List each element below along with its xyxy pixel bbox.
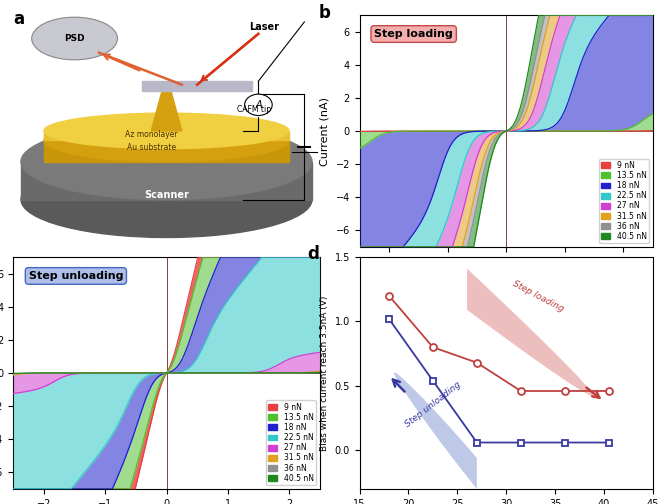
Ellipse shape (44, 119, 289, 162)
Ellipse shape (244, 94, 272, 115)
Text: d: d (307, 245, 319, 264)
Polygon shape (21, 162, 312, 200)
Text: CAFM tip: CAFM tip (237, 105, 271, 114)
Polygon shape (151, 86, 182, 131)
Legend: 9 nN, 13.5 nN, 18 nN, 22.5 nN, 27 nN, 31.5 nN, 36 nN, 40.5 nN: 9 nN, 13.5 nN, 18 nN, 22.5 nN, 27 nN, 31… (599, 159, 649, 243)
Text: Step unloading: Step unloading (404, 380, 463, 429)
Y-axis label: Current (nA): Current (nA) (320, 97, 330, 165)
Text: a: a (13, 10, 25, 28)
Ellipse shape (21, 124, 312, 200)
Polygon shape (142, 81, 252, 91)
Ellipse shape (21, 162, 312, 237)
Ellipse shape (44, 113, 289, 149)
Text: Az monolayer: Az monolayer (125, 130, 178, 139)
Text: PSD: PSD (65, 34, 85, 43)
Text: Step loading: Step loading (374, 29, 453, 39)
Y-axis label: Bias when current reach 3.5nA (V): Bias when current reach 3.5nA (V) (320, 295, 329, 451)
Polygon shape (467, 269, 594, 396)
Text: A: A (255, 100, 262, 110)
Text: Laser: Laser (250, 22, 280, 32)
Polygon shape (394, 372, 477, 489)
Ellipse shape (32, 17, 117, 60)
Legend: 9 nN, 13.5 nN, 18 nN, 22.5 nN, 27 nN, 31.5 nN, 36 nN, 40.5 nN: 9 nN, 13.5 nN, 18 nN, 22.5 nN, 27 nN, 31… (266, 401, 316, 485)
Polygon shape (44, 140, 289, 162)
Text: Au substrate: Au substrate (127, 143, 176, 152)
Text: Step unloading: Step unloading (29, 271, 123, 281)
Text: Step loading: Step loading (511, 279, 565, 313)
X-axis label: Voltage (V): Voltage (V) (476, 272, 537, 282)
Text: Scanner: Scanner (144, 190, 189, 200)
Polygon shape (44, 131, 289, 140)
Text: b: b (318, 4, 330, 22)
